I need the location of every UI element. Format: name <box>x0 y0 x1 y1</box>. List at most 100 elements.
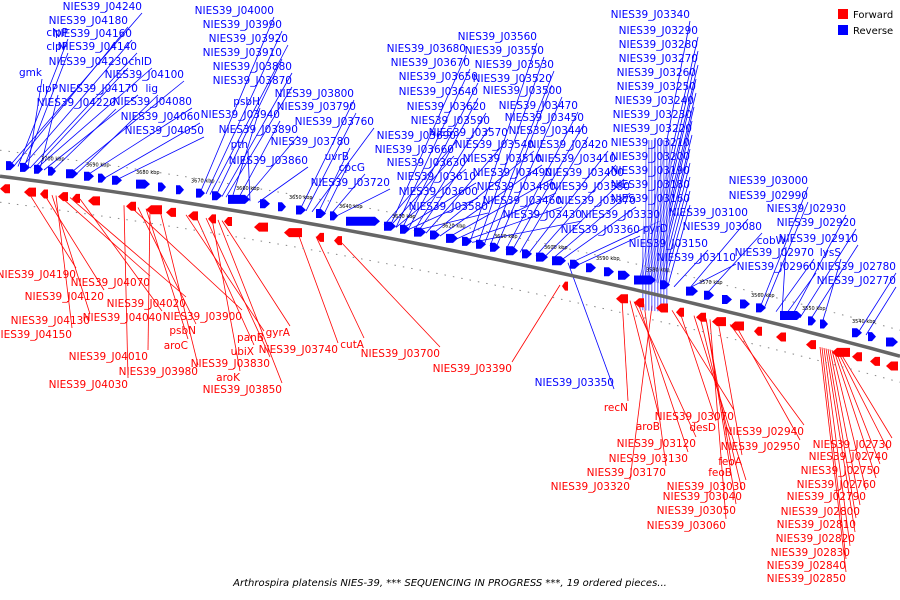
reverse-leader-line <box>469 42 538 243</box>
forward-gene <box>806 340 816 350</box>
reverse-gene <box>98 173 106 183</box>
forward-leader-line <box>705 318 737 505</box>
reverse-gene <box>522 249 532 259</box>
forward-gene-label: NIES39_J02830 <box>771 547 850 559</box>
reverse-leader-line <box>413 112 487 232</box>
forward-gene <box>852 352 862 362</box>
reverse-gene-label: NIES39_J03290 <box>619 25 698 37</box>
legend-reverse-swatch <box>838 25 848 35</box>
reverse-gene-label: chlD <box>129 56 152 68</box>
reverse-leader-line <box>389 155 455 227</box>
reverse-gene <box>158 182 166 192</box>
forward-gene-label: NIES39_J04040 <box>83 312 162 324</box>
reverse-leader-line <box>305 112 357 212</box>
reverse-leader-line <box>455 192 557 240</box>
reverse-gene-label: NIES39_J03180 <box>611 179 690 191</box>
forward-gene-label: NIES39_J03320 <box>551 481 630 493</box>
reverse-gene <box>66 169 78 179</box>
forward-gene-label: feoA <box>718 456 743 468</box>
reverse-gene <box>506 246 518 256</box>
reverse-gene <box>446 233 458 243</box>
reverse-gene-label: NIES39_J03410 <box>537 153 616 165</box>
reverse-gene <box>570 259 580 269</box>
leader-lines <box>9 12 897 573</box>
reverse-gene-label: NIES39_J03330 <box>581 209 660 221</box>
reverse-gene-label: NIES39_J03080 <box>683 221 762 233</box>
reverse-leader-line <box>685 263 737 291</box>
reverse-gene <box>722 295 732 304</box>
kbp-tick-label: 3630 kbp <box>392 214 416 220</box>
reverse-leader-line <box>231 107 261 199</box>
reverse-gene-label: NIES39_J03540 <box>455 139 534 151</box>
forward-leader-line <box>137 207 197 325</box>
reverse-leader-line <box>763 201 809 309</box>
reverse-gene-label: NIES39_J04160 <box>53 28 132 40</box>
reverse-gene-label: NIES39_J03500 <box>483 85 562 97</box>
forward-leader-line <box>699 316 743 491</box>
reverse-gene-label: NIES39_J03220 <box>613 123 692 135</box>
forward-gene-label: aroB <box>636 421 660 433</box>
reverse-leader-line <box>577 235 641 266</box>
reverse-gene-label: NIES39_J03870 <box>213 75 292 87</box>
reverse-leader-line <box>425 138 509 234</box>
forward-gene-label: recN <box>604 402 628 414</box>
forward-gene-label: NIES39_J04070 <box>71 277 150 289</box>
reverse-gene-label: NIES39_J04220 <box>37 97 116 109</box>
reverse-leader-line <box>791 214 847 316</box>
reverse-gene <box>196 188 205 198</box>
reverse-leader-line <box>395 168 467 228</box>
forward-gene-label: NIES39_J03060 <box>647 520 726 532</box>
forward-gene-label: NIES39_J03050 <box>657 505 736 517</box>
reverse-gene-label: NIES39_J03600 <box>399 186 478 198</box>
legend: Forward Reverse <box>838 9 893 37</box>
forward-gene-label: NIES39_J02840 <box>767 560 846 572</box>
reverse-leader-line <box>857 272 897 334</box>
reverse-leader-line <box>299 99 355 210</box>
reverse-gene-label: NIES39_J03720 <box>311 177 390 189</box>
forward-leader-line <box>735 325 801 441</box>
kbp-tick-label: 3580 kbp <box>646 268 670 274</box>
forward-gene-label: NIES39_J02800 <box>781 506 860 518</box>
reverse-leader-line <box>519 136 589 253</box>
forward-leader-line <box>69 197 187 298</box>
forward-leader-line <box>819 346 847 573</box>
reverse-leader-line <box>247 150 251 202</box>
kbp-tick-label: 3560 kbp <box>751 293 775 299</box>
reverse-leader-line <box>225 86 293 198</box>
reverse-gene-label: NIES39_J03100 <box>669 207 748 219</box>
reverse-gene <box>212 191 222 201</box>
reverse-leader-line <box>317 147 351 214</box>
kbp-ticks: 3700 kbp 3690 kbp 3680 kbp 3670 kbp 3660 kbp… <box>41 156 876 325</box>
reverse-gene <box>84 171 94 181</box>
kbp-tick-label: 3670 kbp <box>191 179 215 185</box>
legend-reverse-label: Reverse <box>853 26 893 37</box>
forward-gene <box>24 187 36 197</box>
genome-tracks <box>0 149 900 383</box>
forward-gene-label: NIES39_J04120 <box>25 291 104 303</box>
forward-leader-line <box>55 195 73 329</box>
reverse-gene-label: NIES39_J03380 <box>551 181 630 193</box>
reverse-gene-label: pth <box>231 139 248 151</box>
forward-gene-label: psbN <box>169 325 196 337</box>
forward-leader-line <box>823 347 851 547</box>
reverse-gene-label: NIES39_J04180 <box>49 15 128 27</box>
kbp-tick-label: 3600 kbp <box>544 245 568 251</box>
reverse-gene-label: NIES39_J04140 <box>58 41 137 53</box>
reverse-gene-label: NIES39_J03990 <box>203 19 282 31</box>
forward-gene <box>886 361 898 371</box>
reverse-leader-line <box>69 80 185 174</box>
forward-gene-label: NIES39_J03850 <box>203 384 282 396</box>
legend-forward-label: Forward <box>853 10 893 21</box>
forward-gene <box>40 189 48 199</box>
reverse-leader-line <box>395 68 471 228</box>
reverse-gene <box>400 224 410 234</box>
forward-leader-line <box>833 350 877 479</box>
forward-leader-line <box>835 350 881 465</box>
reverse-leader-line <box>39 94 59 170</box>
reverse-gene-label: lig <box>146 83 159 95</box>
reverse-leader-line <box>705 232 763 295</box>
reverse-leader-line <box>85 107 193 177</box>
forward-leader-line <box>709 319 727 520</box>
reverse-gene-label: NIES39_J03880 <box>213 61 292 73</box>
reverse-leader-line <box>35 67 153 170</box>
